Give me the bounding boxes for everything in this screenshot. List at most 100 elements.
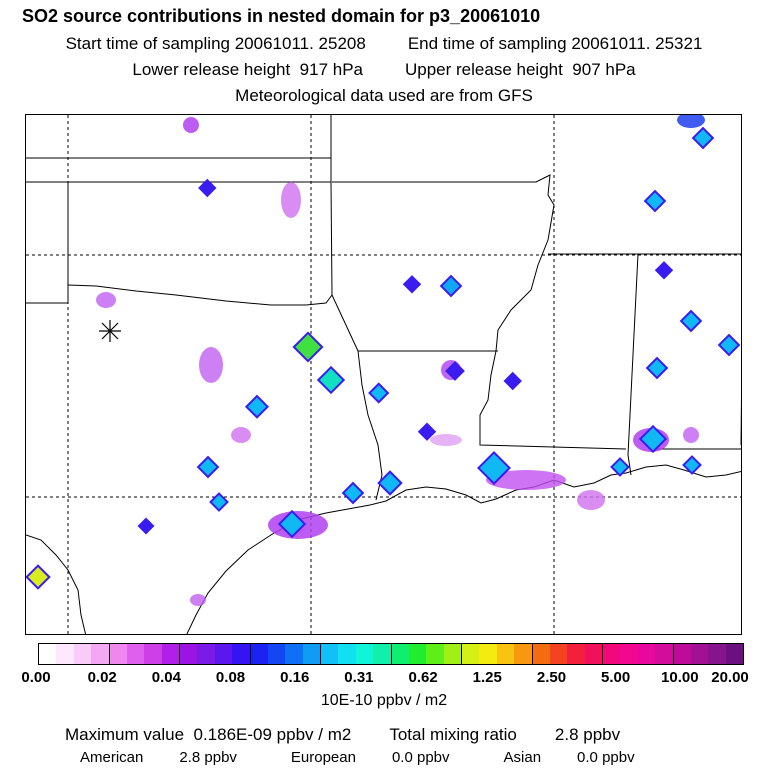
color-swatch [584, 644, 603, 664]
color-swatch [373, 644, 392, 664]
hotspot-12 [503, 371, 522, 391]
hotspot-18 [638, 424, 668, 454]
state-boundaries [26, 115, 741, 634]
source-marker-asterisk [99, 320, 121, 342]
european-label: European [290, 749, 356, 766]
start-time-label: Start time of sampling [65, 34, 230, 53]
hotspot-13 [445, 361, 465, 381]
color-swatch [603, 644, 621, 664]
asian-value: 0.0 ppbv [577, 749, 635, 766]
american-value: 2.8 ppbv [179, 749, 237, 766]
color-scale-bar [38, 643, 744, 665]
color-swatch [126, 644, 145, 664]
plume-texas-north [96, 292, 116, 308]
color-scale-tick-label: 0.62 [408, 669, 438, 686]
hotspot-6 [654, 261, 674, 280]
color-swatch [56, 644, 74, 664]
start-time: Start time of sampling 20061011. 25208 [66, 34, 366, 54]
hotspot-8 [717, 333, 741, 357]
color-swatch [73, 644, 92, 664]
hotspot-26 [277, 509, 307, 539]
color-swatch [408, 644, 427, 664]
end-time: End time of sampling 20061011. 25321 [408, 34, 703, 54]
color-scale-tick-label: 10.00 [661, 669, 699, 686]
color-swatch [462, 644, 480, 664]
color-scale-tick-label: 1.25 [472, 669, 502, 686]
summary-stats-line: Maximum value 0.186E-09 ppbv / m2 Total m… [65, 725, 620, 745]
color-scale-tick-label: 0.00 [21, 669, 51, 686]
upper-release-label: Upper release height [405, 60, 563, 79]
hotspot-25 [137, 517, 155, 535]
hotspot-11 [368, 382, 390, 404]
color-swatch [567, 644, 585, 664]
plume-top-left [183, 117, 199, 133]
lower-release-value: 917 hPa [299, 60, 363, 79]
hotspot-19 [610, 457, 630, 477]
color-swatch [532, 644, 550, 664]
hotspot-1 [198, 178, 217, 198]
color-swatch [443, 644, 462, 664]
color-swatch [180, 644, 198, 664]
total-mixing-label: Total mixing ratio [389, 725, 517, 744]
hotspot-9 [292, 331, 324, 363]
color-scale-tick-label: 2.50 [536, 669, 567, 686]
plume-texas-west [199, 347, 223, 383]
plume-south-texas [190, 594, 206, 606]
mississippi-river [479, 239, 627, 450]
hotspot-22 [377, 470, 403, 496]
plume-panhandle [281, 182, 301, 218]
end-time-label: End time of sampling [407, 34, 567, 53]
map-frame [25, 114, 742, 635]
color-swatch [197, 644, 215, 664]
color-swatch [214, 644, 233, 664]
map-title: SO2 source contributions in nested domai… [22, 6, 541, 26]
color-swatch [91, 644, 110, 664]
release-height-line: Lower release height 917 hPa Upper releas… [0, 60, 768, 80]
start-time-value: 20061011. 25208 [234, 34, 366, 53]
hotspot-14 [645, 356, 669, 380]
upper-release-height: Upper release height 907 hPa [405, 60, 636, 80]
color-swatch [232, 644, 251, 664]
oklahoma-south-border [67, 284, 333, 306]
color-swatch [514, 644, 533, 664]
color-swatch [655, 644, 674, 664]
color-scale-tick-label: 0.02 [87, 669, 117, 686]
hotspot-15 [244, 394, 270, 419]
color-swatch [426, 644, 444, 664]
plume-alabama-south [683, 427, 699, 443]
regional-breakdown-line: American 2.8 ppbv European 0.0 ppbv Asian 0.0… [80, 749, 635, 766]
hotspot-16 [417, 422, 437, 441]
new-mexico-mexico-border [26, 534, 87, 634]
plume-louisiana-central [430, 434, 462, 446]
hotspot-4 [402, 275, 422, 294]
color-swatch [39, 644, 57, 664]
hotspot-23 [341, 481, 365, 505]
color-swatch [637, 644, 656, 664]
color-swatch [338, 644, 356, 664]
color-scale-tick-label: 5.00 [601, 669, 631, 686]
hotspot-2 [643, 189, 667, 213]
mississippi-alabama-border [627, 253, 639, 476]
color-swatch [479, 644, 497, 664]
color-swatch [725, 644, 743, 664]
color-swatch [549, 644, 568, 664]
so2-plumes [96, 115, 705, 606]
hotspot-27 [26, 564, 51, 590]
color-scale-tick-label: 20.00 [711, 669, 749, 686]
met-data-note: Meteorological data used are from GFS [235, 86, 533, 105]
alabama-georgia-border [740, 397, 741, 445]
color-scale-units: 10E-10 ppbv / m2 [320, 692, 448, 709]
european-value: 0.0 ppbv [391, 749, 450, 766]
plume-gulf-east [577, 490, 605, 510]
color-swatch [302, 644, 321, 664]
american-label: American [80, 749, 144, 766]
color-swatch [496, 644, 515, 664]
plume-louisiana-coast [486, 470, 566, 490]
color-scale-tick-label: 0.08 [215, 669, 246, 686]
color-swatch [109, 644, 127, 664]
oklahoma-east-border [330, 115, 359, 352]
source-marker-stroke-4 [101, 322, 119, 340]
max-value-label: Maximum value [65, 725, 185, 744]
hotspot-24 [209, 492, 229, 512]
graticule [26, 115, 741, 634]
